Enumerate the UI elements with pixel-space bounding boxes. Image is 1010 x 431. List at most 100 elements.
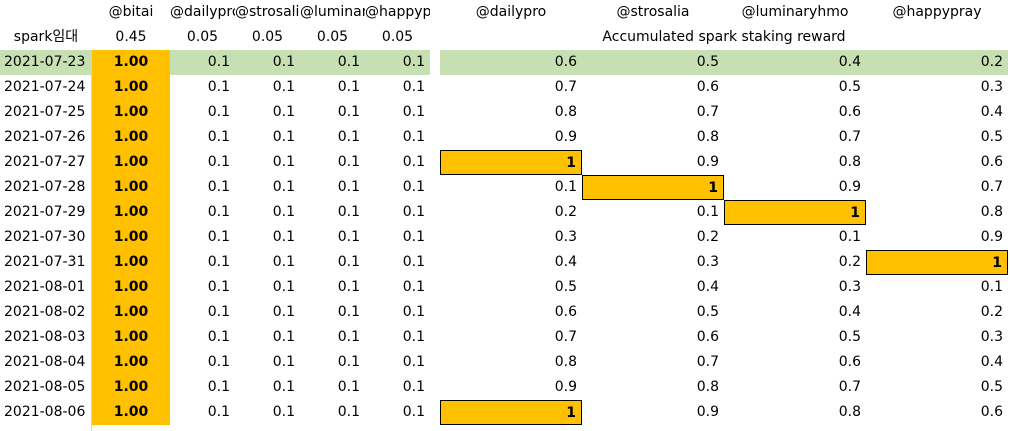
cell[interactable]: 0.6 (554, 304, 577, 320)
cell[interactable]: 0.5 (980, 379, 1003, 395)
cell[interactable]: 1.00 (92, 150, 170, 175)
cell[interactable]: 0.1 (207, 179, 230, 195)
cell[interactable]: 1.00 (92, 300, 170, 325)
cell[interactable]: 0.2 (980, 54, 1003, 70)
cell[interactable]: 0.1 (980, 279, 1003, 295)
cell[interactable]: 1.00 (92, 175, 170, 200)
date-cell[interactable]: 2021-07-29 (4, 204, 86, 220)
cell[interactable]: 0.1 (272, 79, 295, 95)
date-cell[interactable]: 2021-07-28 (4, 179, 86, 195)
cell[interactable]: 0.1 (402, 329, 425, 345)
cell[interactable]: 0.1 (337, 104, 360, 120)
date-cell[interactable]: 2021-07-30 (4, 229, 86, 245)
cell[interactable]: 0.3 (838, 279, 861, 295)
cell[interactable]: 0.4 (554, 254, 577, 270)
date-cell[interactable]: 2021-07-27 (4, 154, 86, 170)
cell[interactable]: 0.1 (402, 54, 425, 70)
cell[interactable]: 0.1 (272, 104, 295, 120)
cell[interactable]: 0.8 (696, 379, 719, 395)
cell[interactable]: 0.1 (272, 54, 295, 70)
cell[interactable]: 0.6 (554, 54, 577, 70)
cell[interactable]: 0.3 (554, 229, 577, 245)
cell[interactable]: 0.1 (337, 54, 360, 70)
cell[interactable]: 0.1 (207, 304, 230, 320)
cell[interactable]: 1.00 (92, 100, 170, 125)
cell[interactable]: 0.3 (980, 329, 1003, 345)
cell[interactable]: 0.1 (207, 154, 230, 170)
date-cell[interactable]: 2021-08-04 (4, 354, 86, 370)
cell[interactable]: 0.1 (272, 154, 295, 170)
cell[interactable]: 0.9 (838, 179, 861, 195)
cell[interactable]: 1.00 (92, 250, 170, 275)
cell[interactable]: 1.00 (92, 400, 170, 425)
cell[interactable]: 0.6 (696, 329, 719, 345)
cell[interactable]: 1 (724, 200, 866, 225)
cell[interactable]: 1.00 (92, 325, 170, 350)
cell[interactable]: 0.7 (554, 329, 577, 345)
cell[interactable]: 0.6 (838, 354, 861, 370)
cell[interactable]: 0.1 (207, 204, 230, 220)
cell[interactable]: 1 (440, 400, 582, 425)
cell[interactable]: 0.9 (554, 379, 577, 395)
cell[interactable]: 0.6 (696, 79, 719, 95)
cell[interactable]: 0.7 (696, 104, 719, 120)
cell[interactable]: 0.4 (696, 279, 719, 295)
cell[interactable]: 0.1 (337, 154, 360, 170)
cell[interactable]: 1 (440, 150, 582, 175)
cell[interactable]: 1.00 (92, 200, 170, 225)
cell[interactable]: 0.1 (272, 179, 295, 195)
cell[interactable]: 1 (866, 250, 1008, 275)
cell[interactable]: 0.2 (554, 204, 577, 220)
cell[interactable]: 0.1 (272, 329, 295, 345)
date-cell[interactable]: 2021-07-31 (4, 254, 86, 270)
cell[interactable]: 0.4 (980, 354, 1003, 370)
cell[interactable]: 0.1 (402, 154, 425, 170)
cell[interactable]: 0.7 (554, 79, 577, 95)
cell[interactable]: 0.9 (696, 404, 719, 420)
cell[interactable]: 0.1 (402, 304, 425, 320)
cell[interactable]: 1.00 (92, 225, 170, 250)
cell[interactable]: 0.1 (337, 129, 360, 145)
cell[interactable]: 0.8 (838, 154, 861, 170)
cell[interactable]: 1.00 (92, 75, 170, 100)
cell[interactable]: 0.1 (207, 229, 230, 245)
cell[interactable]: 0.1 (402, 254, 425, 270)
cell[interactable]: 1 (582, 175, 724, 200)
cell[interactable]: 0.1 (337, 304, 360, 320)
cell[interactable]: 0.1 (402, 279, 425, 295)
cell[interactable]: 0.7 (696, 354, 719, 370)
cell[interactable]: 0.9 (696, 154, 719, 170)
cell[interactable]: 1.00 (92, 275, 170, 300)
cell[interactable]: 0.1 (207, 404, 230, 420)
cell[interactable]: 0.1 (337, 229, 360, 245)
cell[interactable]: 0.7 (838, 379, 861, 395)
date-cell[interactable]: 2021-08-05 (4, 379, 86, 395)
cell[interactable]: 0.1 (207, 379, 230, 395)
cell[interactable]: 0.1 (337, 404, 360, 420)
cell[interactable]: 0.1 (337, 254, 360, 270)
cell[interactable]: 0.1 (272, 304, 295, 320)
cell[interactable]: 0.1 (272, 254, 295, 270)
cell[interactable]: 0.1 (402, 104, 425, 120)
cell[interactable]: 0.1 (207, 79, 230, 95)
cell[interactable]: 0.1 (337, 329, 360, 345)
cell[interactable]: 0.6 (980, 154, 1003, 170)
cell[interactable]: 0.5 (554, 279, 577, 295)
cell[interactable]: 0.6 (838, 104, 861, 120)
cell[interactable]: 0.1 (207, 254, 230, 270)
cell[interactable]: 0.3 (696, 254, 719, 270)
cell[interactable]: 0.1 (337, 79, 360, 95)
cell[interactable]: 0.5 (838, 79, 861, 95)
cell[interactable]: 0.2 (838, 254, 861, 270)
cell[interactable]: 0.7 (838, 129, 861, 145)
cell[interactable]: 0.8 (554, 354, 577, 370)
cell[interactable]: 0.1 (402, 129, 425, 145)
cell[interactable]: 0.4 (980, 104, 1003, 120)
date-cell[interactable]: 2021-08-01 (4, 279, 86, 295)
cell[interactable]: 0.1 (402, 179, 425, 195)
cell[interactable]: 1.00 (92, 350, 170, 375)
cell[interactable]: 0.5 (980, 129, 1003, 145)
cell[interactable]: 1.00 (92, 50, 170, 75)
cell[interactable]: 0.1 (402, 404, 425, 420)
cell[interactable]: 0.8 (696, 129, 719, 145)
